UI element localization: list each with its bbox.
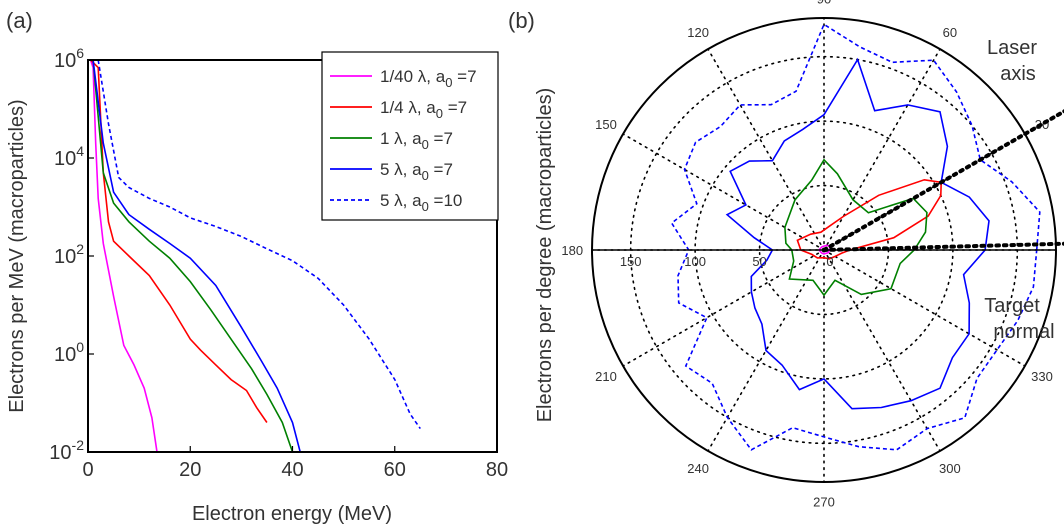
x-tick-label: 60	[384, 459, 406, 481]
series-line-2	[90, 59, 268, 423]
angle-tick-label: 300	[939, 461, 961, 476]
target-normal-arrow-shaft	[822, 241, 1064, 252]
legend-box	[321, 51, 499, 221]
angular-grid-spoke	[823, 48, 941, 251]
target-normal-label-line1: Target	[984, 295, 1040, 317]
angle-tick-label: 270	[813, 495, 835, 510]
angle-tick-label: 90	[817, 0, 831, 6]
panel-a-label: (a)	[6, 8, 33, 33]
angle-tick-label: 150	[595, 117, 617, 132]
legend-label-2: 1/4 λ, a0 =7	[380, 98, 467, 121]
angle-tick-label: 180	[561, 243, 583, 258]
polar-arrows	[822, 109, 1064, 252]
target-normal-annotation: Target normal	[984, 295, 1054, 343]
radial-tick-label: 150	[620, 254, 642, 269]
angular-grid-spoke	[622, 133, 825, 251]
y-tick-label: 106	[54, 45, 84, 72]
laser-axis-label-line1: Laser	[987, 37, 1037, 59]
angular-grid-spoke	[707, 48, 825, 251]
polar-series-2	[796, 178, 943, 260]
angle-tick-label: 330	[1031, 369, 1053, 384]
x-tick-label: 20	[179, 459, 201, 481]
angle-tick-label: 120	[687, 25, 709, 40]
y-tick-label: 100	[54, 339, 84, 366]
legend-label-1: 1/40 λ, a0 =7	[380, 67, 477, 90]
x-tick-label: 40	[281, 459, 303, 481]
legend-label-3: 1 λ, a0 =7	[380, 129, 453, 152]
y-tick-label: 10-2	[49, 437, 84, 464]
angle-tick-label: 240	[687, 461, 709, 476]
legend-label-5: 5 λ, a0 =10	[380, 191, 462, 214]
series-line-1	[89, 59, 158, 453]
angle-tick-label: 210	[595, 369, 617, 384]
polar-series-3	[784, 158, 928, 297]
y-tick-label: 102	[54, 241, 84, 268]
angular-grid-spoke	[823, 249, 941, 452]
laser-axis-arrow-shaft	[822, 109, 1064, 252]
polar-series-4	[725, 57, 990, 410]
radial-tick-label: 0	[826, 254, 833, 269]
legend-label-4: 5 λ, a0 =7	[380, 160, 453, 183]
panel-a-series	[89, 59, 421, 453]
angular-grid-spoke	[622, 249, 825, 367]
laser-axis-label-line2: axis	[1000, 63, 1036, 85]
radial-tick-label: 100	[684, 254, 706, 269]
angular-grid-spoke	[823, 249, 1026, 367]
y-tick-label: 104	[54, 143, 84, 170]
legend-items: 1/40 λ, a0 =7 1/4 λ, a0 =7 1 λ, a0 =7 5 λ, …	[330, 67, 477, 214]
x-tick-label: 80	[486, 459, 508, 481]
radial-tick-label: 50	[752, 254, 766, 269]
panel-b: (b) Electrons per degree (macroparticles…	[508, 0, 1064, 510]
polar-series	[670, 23, 1041, 451]
series-line-5	[97, 59, 421, 430]
panel-a-ticks: 0 20 40 60 80 106 104 102 100 10-2	[49, 45, 508, 481]
angle-tick-label: 60	[943, 25, 957, 40]
series-line-4	[92, 59, 301, 453]
x-tick-label: 0	[82, 459, 93, 481]
panel-a: (a) 0 20 40 60 80 106 104 102 100 10-2 Electron e…	[6, 8, 508, 525]
panel-b-y-axis-label: Electrons per degree (macroparticles)	[534, 88, 556, 423]
target-normal-label-line2: normal	[993, 321, 1054, 343]
panel-a-y-axis-label: Electrons per MeV (macroparticles)	[6, 99, 28, 412]
polar-tick-labels: 0306090120150180210240270300330050100150	[561, 0, 1053, 510]
laser-axis-annotation: Laser axis	[987, 37, 1037, 85]
panel-b-label: (b)	[508, 8, 535, 33]
legend: 1/40 λ, a0 =7 1/4 λ, a0 =7 1 λ, a0 =7 5 λ, …	[321, 51, 499, 221]
panel-a-x-axis-label: Electron energy (MeV)	[192, 503, 392, 525]
polar-series-5	[670, 23, 1041, 451]
series-line-3	[92, 59, 294, 453]
